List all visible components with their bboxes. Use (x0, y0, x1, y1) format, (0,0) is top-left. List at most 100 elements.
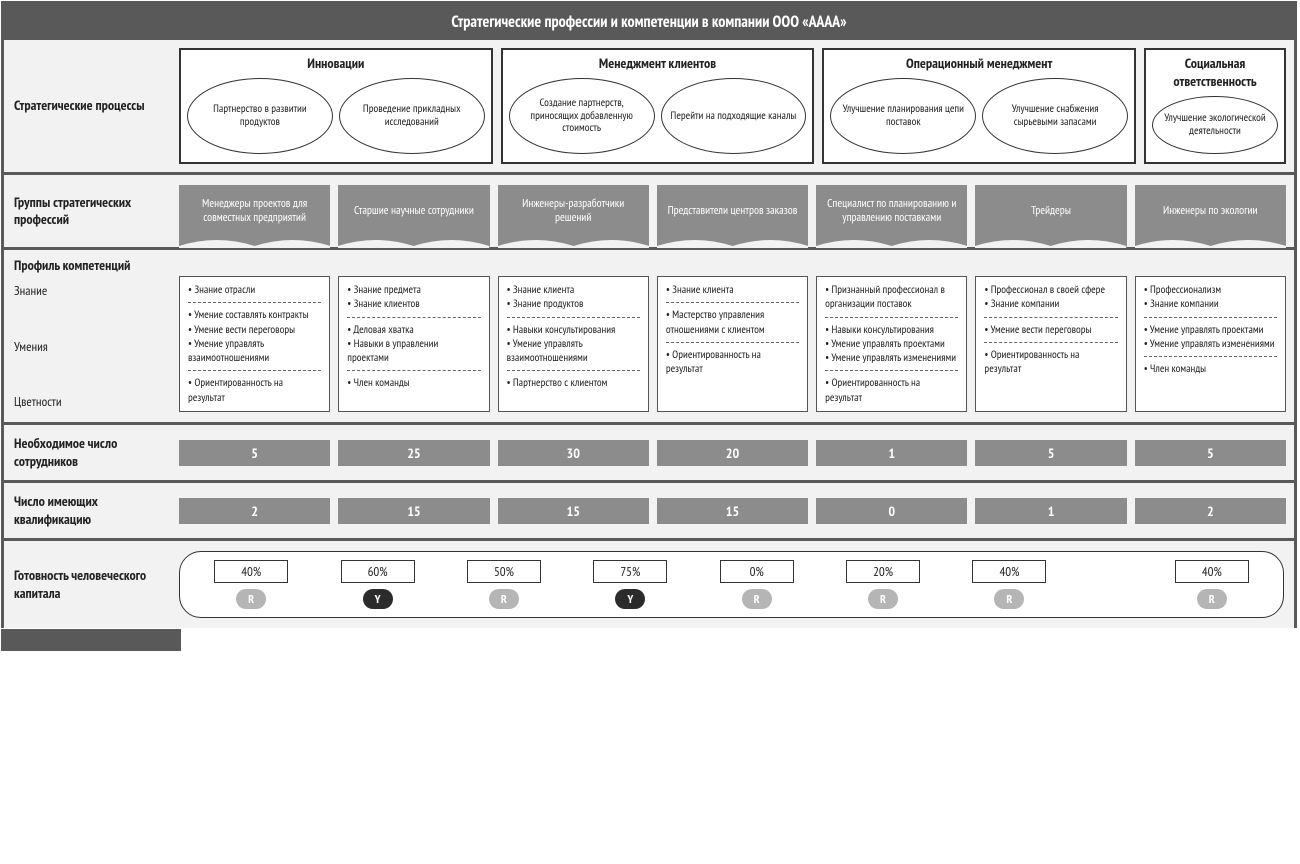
competency-item: Член команды (1144, 362, 1277, 376)
profession-card-label: Представители центров заказов (668, 204, 798, 218)
readiness-badge: Y (363, 589, 393, 609)
readiness-item: 60% Y (322, 560, 432, 609)
profession-card-label: Специалист по планированию и управлению … (822, 197, 961, 225)
competency-item: Умение управлять проектами (825, 337, 958, 351)
process-group-title: Социальная ответственность (1152, 54, 1278, 90)
readiness-percent: 40% (214, 560, 288, 583)
profession-card: Инженеры-разработчики решений (498, 185, 649, 247)
readiness-badge: R (236, 589, 266, 609)
qualified-value: 0 (816, 498, 967, 524)
competency-side-labels: Знание Умения Цветности (4, 276, 179, 422)
competency-item: Ориентированность на результат (825, 376, 958, 405)
row-processes: Стратегические процессы ИнновацииПартнер… (4, 40, 1294, 172)
profession-card-label: Старшие научные сотрудники (354, 204, 474, 218)
competency-item: Ориентированность на результат (666, 348, 799, 377)
competency-item: Умение составлять контракты (188, 308, 321, 322)
competency-column: ПрофессионализмЗнание компанииУмение упр… (1135, 276, 1286, 412)
readiness-percent: 0% (720, 560, 794, 583)
process-oval: Улучшение снабжения сырьевыми запасами (982, 78, 1128, 154)
process-group: Менеджмент клиентов Создание партнерств, … (501, 48, 815, 164)
competency-columns: Знание отрасли Умение составлять контракт… (179, 276, 1294, 422)
needed-value: 1 (816, 440, 967, 466)
competency-profile-header: Профиль компетенций (4, 250, 1294, 276)
competency-item: Знание отрасли (188, 283, 321, 297)
footer-stub (1, 629, 181, 651)
competency-item: Знание клиентов (347, 297, 480, 311)
readiness-badge: R (489, 589, 519, 609)
competency-column: Признанный профессионал в организации по… (816, 276, 967, 412)
process-oval: Улучшение планирования цепи поставок (830, 78, 976, 154)
readiness-percent: 75% (593, 560, 667, 583)
diagram-frame: Стратегические профессии и компетенции в… (1, 1, 1297, 628)
profession-card-label: Менеджеры проектов для совместных предпр… (185, 197, 324, 225)
process-oval: Создание партнерств, приносящих добавлен… (509, 78, 655, 154)
process-group: Социальная ответственностьУлучшение экол… (1144, 48, 1286, 164)
qualified-value: 15 (338, 498, 489, 524)
label-knowledge: Знание (14, 282, 169, 299)
competency-column: Знание клиентаМастерство управления отно… (657, 276, 808, 412)
readiness-item: 20% R (828, 560, 938, 609)
profession-card-label: Трейдеры (1031, 204, 1071, 218)
competency-item: Знание компании (1144, 297, 1277, 311)
row-label-groups: Группы стратегических профессий (4, 175, 179, 247)
readiness-item: 50% R (449, 560, 559, 609)
competency-item: Знание компании (984, 297, 1117, 311)
competency-item: Признанный профессионал в организации по… (825, 283, 958, 312)
profession-card: Представители центров заказов (657, 185, 808, 247)
row-label-needed: Необходимое число сотрудников (4, 425, 179, 480)
competency-item: Знание предмета (347, 283, 480, 297)
readiness-badge: R (742, 589, 772, 609)
needed-value: 5 (179, 440, 330, 466)
qualified-value: 2 (179, 498, 330, 524)
competency-item: Знание клиента (507, 283, 640, 297)
competency-item: Ориентированность на результат (188, 376, 321, 405)
row-label-readiness: Готовность человеческого капитала (4, 541, 179, 628)
processes-body: ИнновацииПартнерство в развитии продукто… (179, 40, 1294, 172)
readiness-badge: Y (615, 589, 645, 609)
competency-column: Знание отрасли Умение составлять контракт… (179, 276, 330, 412)
competency-item: Партнерство с клиентом (507, 376, 640, 390)
competency-item: Умение управлять взаимоотношениями (188, 337, 321, 366)
competency-column: Знание клиентаЗнание продуктовНавыки кон… (498, 276, 649, 412)
competency-item: Ориентированность на результат (984, 348, 1117, 377)
profession-card-label: Инженеры по экологии (1163, 204, 1258, 218)
row-readiness: Готовность человеческого капитала 40% R 60… (4, 538, 1294, 628)
process-oval: Проведение прикладных исследований (339, 78, 485, 154)
competency-item: Умение вести переговоры (188, 323, 321, 337)
competency-column: Знание предметаЗнание клиентов Деловая хв… (338, 276, 489, 412)
profession-card-label: Инженеры-разработчики решений (504, 197, 643, 225)
competency-item: Деловая хватка (347, 323, 480, 337)
page-title: Стратегические профессии и компетенции в… (4, 4, 1294, 40)
competency-item: Навыки консультирования (825, 323, 958, 337)
competency-item: Умение управлять взаимоотношениями (507, 337, 640, 366)
process-group-title: Менеджмент клиентов (509, 54, 807, 72)
readiness-percent: 60% (341, 560, 415, 583)
label-skills: Умения (14, 338, 169, 355)
label-values: Цветности (14, 393, 169, 410)
readiness-percent: 40% (1175, 560, 1249, 583)
profession-card: Специалист по планированию и управлению … (816, 185, 967, 247)
competency-item: Умение вести переговоры (984, 323, 1117, 337)
qualified-value: 1 (975, 498, 1126, 524)
competency-item: Навыки консультирования (507, 323, 640, 337)
competency-item: Навыки в управлении проектами (347, 337, 480, 366)
readiness-percent: 20% (846, 560, 920, 583)
qualified-body: 2151515012 (179, 483, 1294, 538)
competency-item: Знание клиента (666, 283, 799, 297)
readiness-badge: R (1197, 589, 1227, 609)
profession-card: Трейдеры (975, 185, 1126, 247)
row-competency-profile: Профиль компетенций Знание Умения Цветно… (4, 247, 1294, 422)
qualified-value: 15 (498, 498, 649, 524)
process-group-title: Операционный менеджмент (830, 54, 1128, 72)
process-group: ИнновацииПартнерство в развитии продукто… (179, 48, 493, 164)
readiness-badge: R (868, 589, 898, 609)
profession-groups-body: Менеджеры проектов для совместных предпр… (179, 175, 1294, 247)
readiness-percent: 50% (467, 560, 541, 583)
needed-value: 25 (338, 440, 489, 466)
process-oval: Партнерство в развитии продуктов (187, 78, 333, 154)
qualified-value: 15 (657, 498, 808, 524)
qualified-value: 2 (1135, 498, 1286, 524)
competency-item: Умение управлять проектами (1144, 323, 1277, 337)
needed-value: 5 (1135, 440, 1286, 466)
row-label-processes: Стратегические процессы (4, 40, 179, 172)
